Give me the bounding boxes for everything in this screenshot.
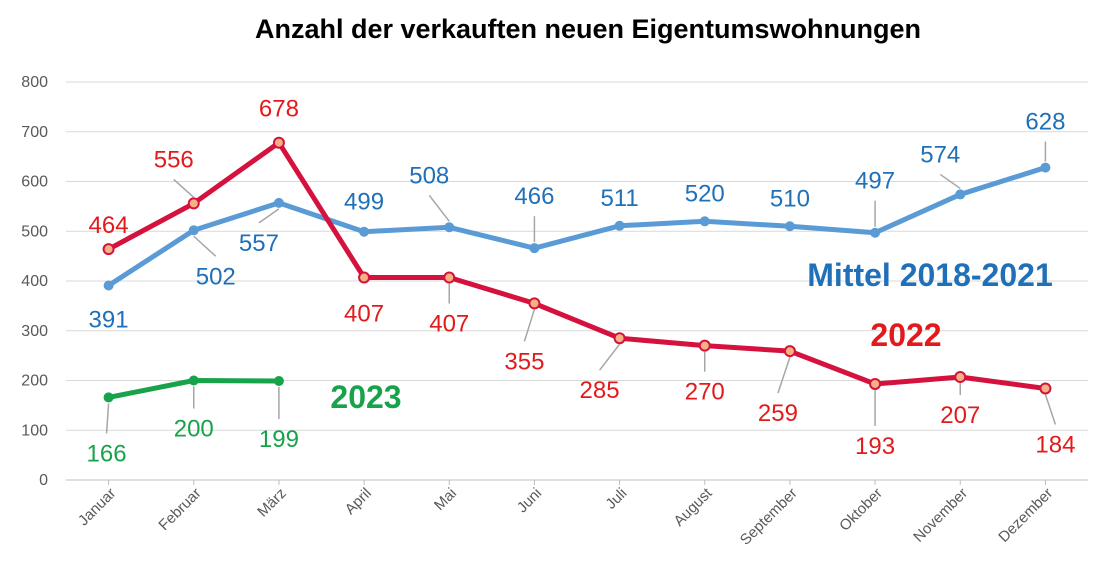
data-point-2023 bbox=[273, 375, 284, 386]
chart-title: Anzahl der verkauften neuen Eigentumswoh… bbox=[255, 14, 921, 44]
data-point-mittel-2018-2021 bbox=[273, 197, 284, 208]
leader-line bbox=[939, 173, 961, 190]
data-point-2022 bbox=[272, 136, 285, 149]
leader-line bbox=[598, 343, 621, 371]
data-point-2022 bbox=[954, 371, 967, 384]
data-label-mittel-2018-2021: 508 bbox=[409, 162, 449, 189]
data-point-2022 bbox=[783, 345, 796, 358]
data-label-mittel-2018-2021: 466 bbox=[514, 183, 554, 210]
data-point-mittel-2018-2021 bbox=[699, 216, 710, 227]
y-axis: 0 100 200 300 400 500 600 700 800 bbox=[21, 74, 48, 489]
data-label-2022: 407 bbox=[429, 311, 469, 338]
x-tick-label: Februar bbox=[155, 485, 204, 534]
data-point-mittel-2018-2021 bbox=[529, 243, 540, 254]
data-label-2022: 207 bbox=[940, 402, 980, 429]
data-label-mittel-2018-2021: 574 bbox=[920, 141, 960, 168]
data-label-mittel-2018-2021: 497 bbox=[855, 168, 895, 195]
leader-line bbox=[1044, 394, 1057, 425]
data-label-2023: 166 bbox=[87, 440, 127, 467]
series-label-2023: 2023 bbox=[330, 379, 401, 415]
series-labels: Mittel 2018-2021 2022 2023 bbox=[330, 257, 1052, 415]
data-label-mittel-2018-2021: 520 bbox=[685, 180, 725, 207]
data-label-2022: 464 bbox=[89, 212, 129, 239]
y-tick-label: 800 bbox=[21, 74, 48, 91]
data-label-2022: 407 bbox=[344, 301, 384, 328]
data-label-mittel-2018-2021: 557 bbox=[239, 230, 279, 257]
y-tick-label: 200 bbox=[21, 373, 48, 390]
data-point-2022 bbox=[613, 332, 626, 345]
x-tick-label: Januar bbox=[75, 485, 119, 529]
data-label-2022: 678 bbox=[259, 96, 299, 123]
data-point-mittel-2018-2021 bbox=[1040, 162, 1051, 173]
data-label-2022: 184 bbox=[1035, 431, 1075, 458]
series-label-2022: 2022 bbox=[870, 317, 941, 353]
data-label-2022: 193 bbox=[855, 433, 895, 460]
data-point-2022 bbox=[869, 377, 882, 390]
data-label-2022: 270 bbox=[685, 379, 725, 406]
data-point-2023 bbox=[103, 392, 114, 403]
x-tick-label: März bbox=[254, 485, 290, 521]
data-point-2022 bbox=[102, 243, 115, 256]
data-label-2023: 199 bbox=[259, 426, 299, 453]
series-group bbox=[102, 136, 1052, 403]
y-tick-label: 300 bbox=[21, 323, 48, 340]
data-label-mittel-2018-2021: 628 bbox=[1025, 109, 1065, 136]
data-label-2022: 556 bbox=[154, 146, 194, 173]
data-point-mittel-2018-2021 bbox=[784, 221, 795, 232]
data-point-2022 bbox=[358, 271, 371, 284]
x-tick-label: Dezember bbox=[995, 485, 1056, 546]
data-point-mittel-2018-2021 bbox=[444, 222, 455, 233]
leader-line bbox=[428, 194, 450, 222]
leader-line bbox=[777, 356, 791, 394]
data-point-mittel-2018-2021 bbox=[870, 227, 881, 238]
leader-line bbox=[193, 235, 217, 257]
x-axis: Januar Februar März April Mai Juni Juli August S… bbox=[75, 480, 1056, 549]
data-point-mittel-2018-2021 bbox=[359, 226, 370, 237]
y-tick-label: 700 bbox=[21, 124, 48, 141]
leader-line bbox=[258, 208, 280, 224]
data-label-2023: 200 bbox=[174, 416, 214, 443]
series-label-mittel-2018-2021: Mittel 2018-2021 bbox=[807, 257, 1052, 293]
data-point-2023 bbox=[188, 375, 199, 386]
x-tick-label: Mai bbox=[431, 485, 460, 514]
y-tick-label: 500 bbox=[21, 223, 48, 240]
data-label-2022: 285 bbox=[580, 377, 620, 404]
data-point-mittel-2018-2021 bbox=[614, 220, 625, 231]
data-point-mittel-2018-2021 bbox=[955, 189, 966, 200]
data-point-2022 bbox=[1039, 382, 1052, 395]
data-label-mittel-2018-2021: 510 bbox=[770, 185, 810, 212]
series-line-mittel-2018-2021 bbox=[106, 165, 1048, 288]
leader-line bbox=[523, 309, 536, 342]
data-label-mittel-2018-2021: 502 bbox=[196, 263, 236, 290]
x-tick-label: Oktober bbox=[836, 485, 886, 535]
data-point-2022 bbox=[698, 339, 711, 352]
leader-line bbox=[173, 178, 195, 198]
data-label-2022: 259 bbox=[758, 400, 798, 427]
data-label-mittel-2018-2021: 499 bbox=[344, 189, 384, 216]
x-tick-label: September bbox=[737, 485, 801, 549]
data-point-mittel-2018-2021 bbox=[188, 225, 199, 236]
y-tick-label: 400 bbox=[21, 273, 48, 290]
data-label-2022: 355 bbox=[504, 348, 544, 375]
data-label-mittel-2018-2021: 511 bbox=[600, 185, 638, 212]
data-point-mittel-2018-2021 bbox=[103, 280, 114, 291]
data-point-2022 bbox=[528, 297, 541, 310]
x-tick-label: November bbox=[910, 485, 971, 546]
x-tick-label: Juli bbox=[602, 485, 630, 513]
x-tick-label: April bbox=[342, 485, 375, 518]
y-tick-label: 600 bbox=[21, 174, 48, 191]
leader-line bbox=[105, 403, 110, 434]
y-tick-label: 100 bbox=[21, 422, 48, 439]
data-label-mittel-2018-2021: 391 bbox=[89, 306, 129, 333]
x-tick-label: August bbox=[671, 484, 717, 530]
series-line-2022 bbox=[106, 140, 1048, 391]
data-point-2022 bbox=[187, 197, 200, 210]
data-point-2022 bbox=[443, 271, 456, 284]
y-tick-label: 0 bbox=[39, 472, 48, 489]
x-tick-label: Juni bbox=[514, 485, 545, 516]
